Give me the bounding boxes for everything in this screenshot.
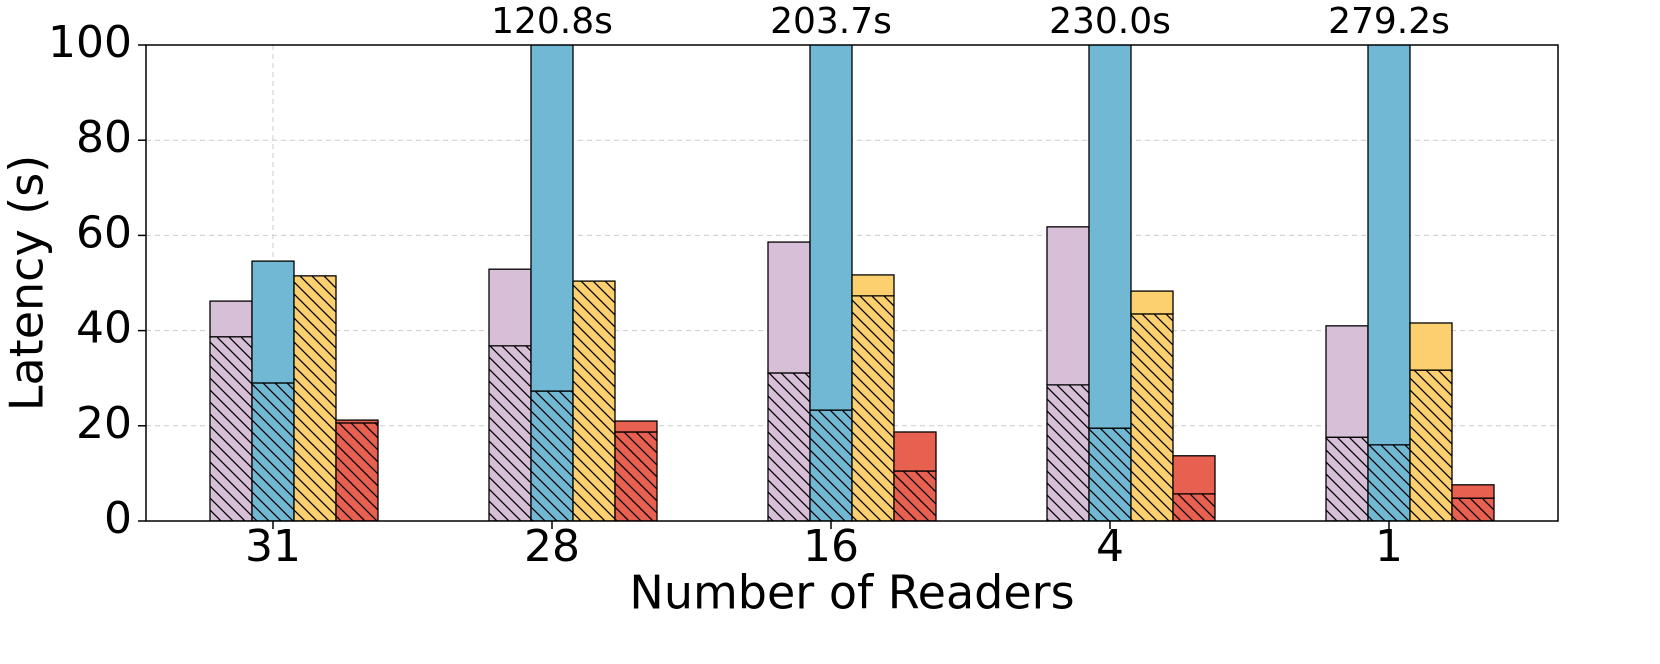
bar-upper	[335, 419, 379, 424]
y-tick-label: 80	[76, 112, 132, 163]
bar-hatched	[767, 372, 811, 521]
x-tick-label: 4	[1096, 521, 1124, 572]
bar-upper	[893, 431, 937, 472]
bars	[209, 45, 1495, 521]
bar-hatched	[293, 275, 337, 521]
bar-hatched	[1409, 369, 1453, 521]
bar-hatched	[1325, 436, 1369, 521]
bar-upper	[767, 241, 811, 374]
bar-hatched	[1451, 497, 1495, 521]
bar-hatched	[488, 345, 532, 521]
total-label: 120.8s	[491, 1, 613, 42]
x-tick-label: 16	[803, 521, 859, 572]
x-tick-label: 28	[524, 521, 580, 572]
bar-upper	[488, 268, 532, 347]
bar-hatched	[1367, 444, 1411, 521]
total-label: 230.0s	[1049, 1, 1171, 42]
bar-upper	[530, 45, 574, 392]
bar-hatched	[572, 280, 616, 521]
bar-hatched	[809, 409, 853, 521]
bar-hatched	[1130, 313, 1174, 521]
x-axis-label: Number of Readers	[629, 566, 1074, 620]
bar-hatched	[614, 431, 658, 521]
total-label: 279.2s	[1328, 1, 1450, 42]
bar-hatched	[335, 422, 379, 521]
y-tick-label: 100	[48, 17, 132, 68]
bar-upper	[1172, 455, 1216, 495]
bar-upper	[251, 260, 295, 384]
y-axis-label: Latency (s)	[0, 155, 54, 411]
bar-upper	[1088, 45, 1132, 429]
bar-hatched	[893, 470, 937, 521]
y-tick-label: 60	[76, 207, 132, 258]
bar-hatched	[1172, 493, 1216, 521]
bar-hatched	[851, 295, 895, 521]
bar-hatched	[209, 336, 253, 521]
bar-upper	[614, 420, 658, 433]
bar-upper	[1451, 484, 1495, 499]
x-tick-label: 1	[1375, 521, 1403, 572]
bar-hatched	[1046, 384, 1090, 521]
bar-upper	[1130, 290, 1174, 315]
y-tick-label: 0	[104, 493, 132, 544]
y-tick-label: 40	[76, 303, 132, 354]
bar-hatched	[251, 382, 295, 521]
bar-upper	[209, 300, 253, 338]
bar-upper	[1325, 325, 1369, 438]
bar-upper	[851, 274, 895, 297]
plot-frame	[145, 44, 1559, 522]
bar-upper	[1409, 322, 1453, 371]
total-label: 203.7s	[770, 1, 892, 42]
y-tick-label: 20	[76, 398, 132, 449]
bar-hatched	[530, 390, 574, 521]
bar-upper	[1046, 226, 1090, 386]
bar-hatched	[1088, 427, 1132, 521]
bar-upper	[809, 45, 853, 411]
x-tick-label: 31	[245, 521, 301, 572]
bar-upper	[1367, 45, 1411, 446]
